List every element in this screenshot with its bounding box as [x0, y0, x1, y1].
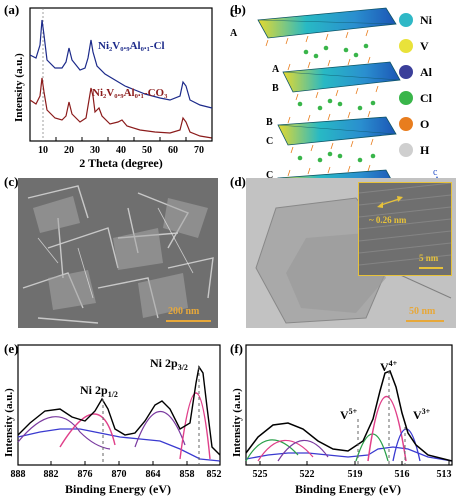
ni-tick-882: 882 [44, 469, 59, 480]
panel-a-label: (a) [4, 2, 20, 17]
ni-tick-858: 858 [180, 469, 195, 480]
inset-scalebar [419, 267, 443, 269]
legend-co3: Ni₂V₀.₉Al₀.₁-CO₃ [92, 87, 168, 99]
xps-ni-y-axis-label: Intensity (a.u.) [3, 388, 15, 457]
v-tick-516: 516 [395, 469, 410, 480]
stack-label-4: B [272, 83, 279, 94]
panel-f: (f) 525 522 519 516 513 Binding Energy (… [228, 337, 459, 500]
xps-v-chart: 525 522 519 516 513 Binding Energy (eV) … [231, 344, 453, 496]
stack-label-7: C [266, 170, 273, 181]
fit-peak-3 [134, 411, 186, 448]
xps-v-y-axis-label: Intensity (a.u.) [231, 388, 243, 457]
panel-e-label: (e) [4, 341, 19, 356]
background-line [17, 428, 221, 462]
chloride-ions [297, 43, 376, 163]
legend-h: H [420, 143, 430, 157]
fit-peak-2 [59, 413, 116, 448]
layer-3 [277, 116, 397, 146]
stack-label-5: B [266, 117, 273, 128]
xrd-x-axis-label: 2 Theta (degree) [79, 156, 163, 170]
layer-2 [282, 61, 401, 93]
legend-v: V [420, 39, 429, 53]
stack-label-6: C [266, 136, 273, 147]
xrd-tick-50: 50 [142, 145, 152, 156]
legend-ni: Ni [420, 13, 433, 27]
xrd-tick-30: 30 [90, 145, 100, 156]
ni-tick-852: 852 [207, 469, 222, 480]
sem-texture [18, 178, 218, 328]
xrd-x-ticks [29, 137, 213, 141]
v-tick-519: 519 [348, 469, 363, 480]
panel-d-label: (d) [230, 174, 246, 189]
ni-tick-870: 870 [112, 469, 127, 480]
sem-scalebar-label: 200 nm [168, 306, 200, 317]
legend-cl-element: Cl [420, 91, 433, 105]
lattice-spacing-label: ~ 0.26 nm [369, 215, 407, 225]
legend-o: O [420, 117, 429, 131]
stack-label-3: A [272, 64, 280, 75]
peak-label-v3: V3+ [413, 407, 431, 422]
legend-cl: Ni₂V₀.₉Al₀.₁-Cl [98, 40, 165, 52]
fit-peak-1 [17, 416, 111, 450]
peak-label-ni-2p32: Ni 2p3/2 [150, 356, 188, 372]
xrd-tick-20: 20 [64, 145, 74, 156]
v-fit-sat-1 [245, 439, 299, 462]
v-tick-525: 525 [253, 469, 268, 480]
peak-label-v4: V4+ [380, 359, 398, 374]
panel-e: (e) 888 882 876 870 864 858 852 Binding … [0, 337, 228, 500]
axis-c-label: c [433, 167, 438, 178]
element-legend [399, 13, 413, 157]
inset-scalebar-label: 5 nm [419, 253, 439, 263]
tem-scalebar-label: 50 nm [409, 306, 436, 317]
ni-tick-888: 888 [11, 469, 26, 480]
panel-b-label: (b) [230, 2, 246, 17]
panel-c: (c) 200 nm [0, 172, 225, 334]
sem-scalebar [166, 320, 211, 322]
v-fit-sat-3 [277, 439, 329, 462]
xps-v-x-axis-label: Binding Energy (eV) [295, 482, 401, 496]
xps-ni-x-axis-label: Binding Energy (eV) [65, 482, 171, 496]
panel-f-label: (f) [230, 341, 243, 356]
peak-label-ni-2p12: Ni 2p1/2 [80, 383, 118, 399]
ni-tick-864: 864 [146, 469, 161, 480]
xrd-chart: 10 20 30 40 50 60 70 2 Theta (degree) In… [13, 7, 213, 170]
series-cl-line [29, 19, 213, 109]
fit-peak-4 [179, 392, 211, 460]
layer-1 [257, 7, 397, 39]
xrd-tick-60: 60 [168, 145, 178, 156]
xps-ni-chart: 888 882 876 870 864 858 852 Binding Ener… [3, 344, 222, 496]
legend-al: Al [420, 65, 433, 79]
xrd-tick-10: 10 [38, 145, 48, 156]
tem-scalebar [406, 320, 444, 322]
v-envelope-line [245, 370, 453, 462]
sem-image: 200 nm [18, 178, 218, 328]
ni-tick-876: 876 [78, 469, 93, 480]
peak-label-v5: V5+ [340, 407, 358, 422]
tem-inset: ~ 0.26 nm 5 nm [358, 182, 452, 276]
envelope-line [17, 365, 221, 456]
xrd-y-axis-label: Intensity (a.u.) [13, 53, 25, 122]
v-tick-513: 513 [437, 469, 452, 480]
v-tick-522: 522 [300, 469, 315, 480]
xrd-tick-70: 70 [194, 145, 204, 156]
stack-label-1: C [230, 9, 237, 20]
series-co3-line [29, 77, 213, 139]
xrd-tick-40: 40 [116, 145, 126, 156]
panel-a: (a) 10 20 30 40 50 60 70 2 Theta (degree… [0, 0, 225, 170]
stack-label-2: A [230, 28, 238, 39]
v-fit-sat-2 [257, 439, 314, 462]
hrtem-fringes [359, 183, 451, 266]
tem-image: ~ 0.26 nm 5 nm 50 nm [246, 178, 456, 328]
panel-d: (d) ~ 0.26 nm 5 nm 50 nm [228, 172, 459, 334]
panel-c-label: (c) [4, 174, 19, 189]
